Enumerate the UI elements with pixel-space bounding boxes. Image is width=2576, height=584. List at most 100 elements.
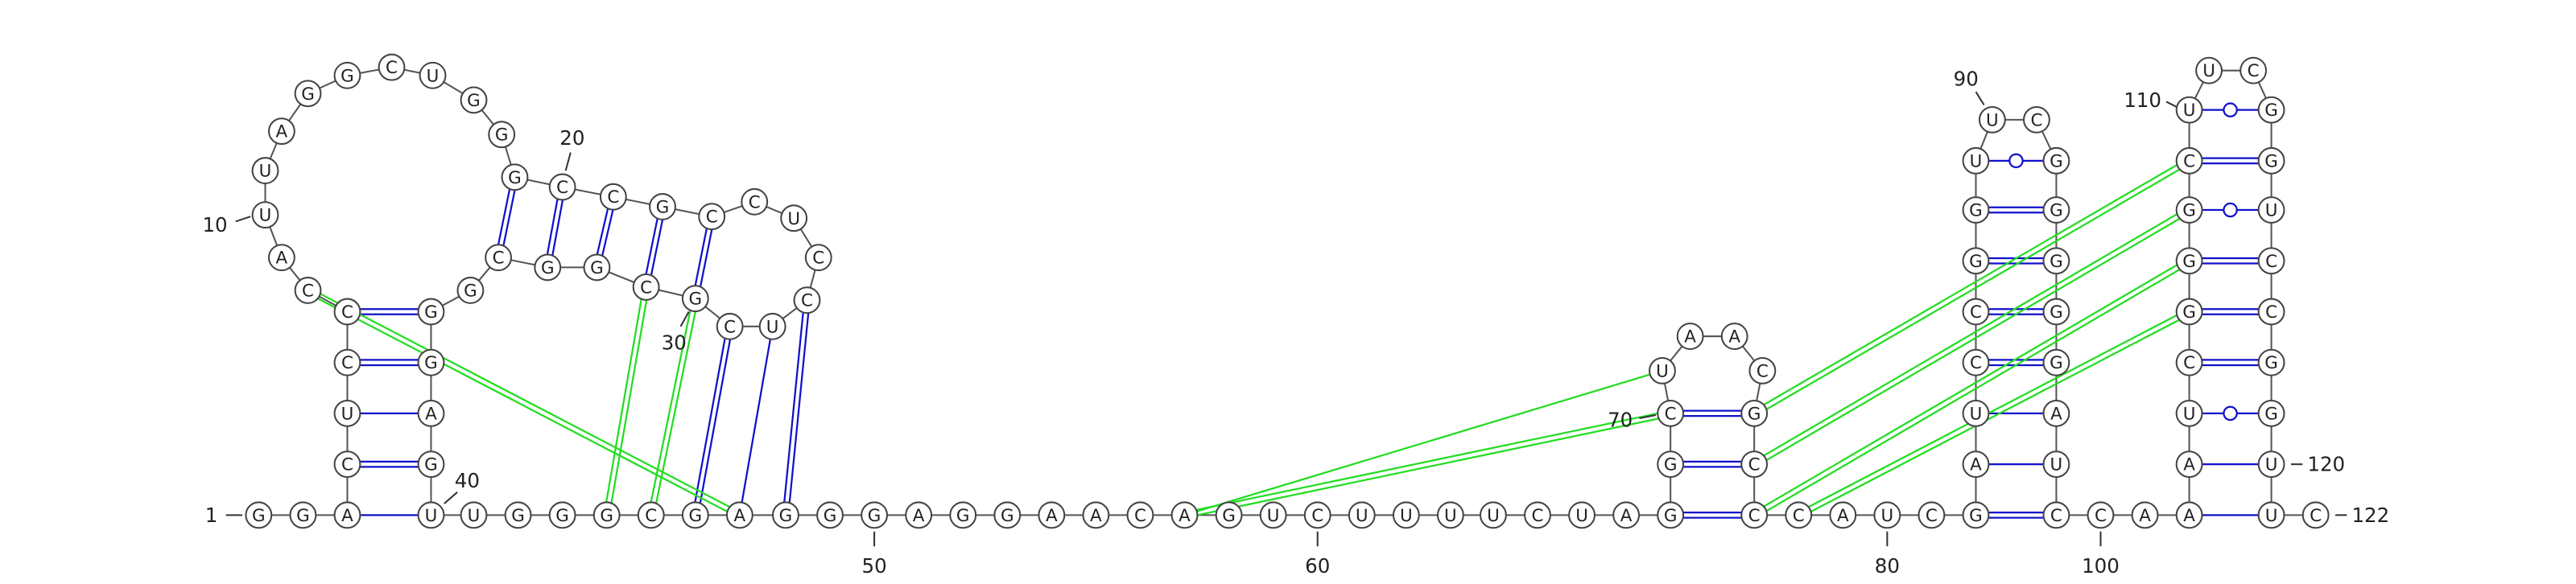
pseudoknot-pair [1752, 207, 2189, 463]
nucleotide-letter: G [1969, 506, 1983, 526]
nucleotide-circle [2301, 501, 2330, 529]
nucleotide-circle [1873, 501, 1901, 529]
nucleotide-circle [949, 501, 977, 529]
nucleotide-letter: U [787, 209, 800, 229]
nucleotide: C [1962, 348, 1990, 376]
nucleotide-circle [1126, 501, 1154, 529]
nucleotide-circle [1657, 501, 1685, 529]
nucleotide: A [1612, 501, 1641, 529]
nucleotide-letter: C [1665, 404, 1677, 424]
position-label: 122 [2351, 504, 2389, 527]
nucleotide-letter: C [645, 506, 657, 526]
nucleotide-circle [294, 277, 322, 304]
nucleotide: G [2042, 348, 2070, 376]
nucleotide: G [2175, 247, 2203, 275]
nucleotide-letter: G [252, 506, 266, 526]
pseudoknot-pair [1797, 308, 2189, 514]
nucleotide-circle [419, 61, 447, 89]
nucleotide-letter: U [1970, 404, 1983, 424]
nucleotide-circle [772, 501, 799, 529]
nucleotide-circle [1962, 348, 1990, 376]
nucleotide-letter: A [341, 506, 353, 526]
nucleotide: G [417, 348, 445, 376]
nucleotide-letter: U [2202, 61, 2215, 81]
nucleotide: G [1657, 501, 1685, 529]
nucleotide-circle [592, 501, 621, 529]
nucleotide: C [793, 286, 821, 315]
nucleotide-circle [1962, 196, 1990, 224]
position-tick [679, 311, 690, 327]
nucleotide-circle [2175, 348, 2203, 376]
nucleotide-letter: G [2182, 201, 2196, 221]
nucleotide-letter: C [1757, 361, 1769, 381]
nucleotide: C [2175, 146, 2203, 175]
nucleotide-circle [2175, 298, 2203, 326]
pseudoknot-pair [1755, 211, 2191, 467]
pseudoknot-pair [306, 291, 739, 519]
nucleotide-letter: C [2248, 61, 2260, 81]
nucleotide: U [2257, 501, 2285, 529]
nucleotide: C [804, 244, 832, 272]
nucleotide: G [294, 80, 322, 108]
nucleotide: U [1978, 105, 2006, 134]
position-label: 10 [202, 213, 227, 236]
nucleotide-circle [251, 157, 279, 185]
nucleotide: A [1082, 501, 1110, 529]
nucleotide-circle [2175, 196, 2203, 224]
nucleotide-circle [2257, 146, 2285, 175]
nucleotide: U [1479, 501, 1507, 529]
nucleotide-letter: G [590, 258, 604, 278]
nucleotide: C [1524, 501, 1551, 529]
nucleotide: G [1962, 501, 1990, 529]
nucleotide-letter: C [2310, 506, 2322, 526]
nucleotide-letter: C [2183, 151, 2195, 171]
nucleotide-letter: A [276, 122, 288, 142]
nucleotide-circle [504, 501, 532, 529]
nucleotide-letter: A [2139, 506, 2151, 526]
nucleotide-letter: G [511, 506, 525, 526]
nucleotide-letter: C [1970, 302, 1982, 323]
nucleotide-circle [1978, 105, 2006, 134]
nucleotide: C [741, 187, 769, 216]
nucleotide-circle [793, 286, 821, 315]
pseudoknot-pair [603, 286, 645, 515]
nucleotide-letter: C [640, 278, 652, 298]
nucleotide: C [2087, 501, 2115, 529]
nucleotide: G [289, 501, 317, 529]
base-pair [500, 177, 518, 259]
nucleotide: G [1962, 247, 1990, 275]
nucleotide: U [1259, 501, 1287, 529]
nucleotide-circle [681, 285, 709, 313]
nucleotide-letter: G [2050, 353, 2063, 373]
nucleotide-circle [267, 244, 295, 272]
nucleotide-letter: A [1970, 455, 1982, 475]
nucleotide-circle [905, 501, 933, 529]
nucleotide-circle [294, 80, 322, 108]
nucleotide-letter: A [734, 506, 746, 526]
nucleotide-letter: G [1969, 201, 1983, 221]
nucleotide: G [2175, 298, 2203, 326]
wobble-pair [2223, 405, 2238, 422]
nucleotide: G [245, 501, 273, 529]
nucleotide-letter: A [2183, 455, 2195, 475]
nucleotide: G [417, 450, 445, 479]
nucleotide-circle [2175, 450, 2203, 479]
nucleotide-letter: U [259, 162, 272, 182]
nucleotide: G [417, 298, 445, 326]
nucleotide-circle [417, 399, 445, 427]
nucleotide: C [1740, 450, 1769, 479]
nucleotide-letter: A [1620, 506, 1633, 526]
nucleotide-letter: U [1575, 506, 1588, 526]
nucleotide: C [294, 277, 322, 304]
nucleotide-letter: C [1926, 506, 1938, 526]
nucleotide-letter: C [302, 281, 314, 301]
nucleotide-circle [1392, 501, 1420, 529]
nucleotide: C [485, 244, 513, 272]
nucleotide-letter: U [1444, 506, 1457, 526]
nucleotide-letter: A [1728, 327, 1740, 348]
nucleotide: C [716, 312, 744, 340]
nucleotide-circle [1649, 356, 1676, 385]
nucleotide-circle [1918, 501, 1946, 529]
nucleotide: G [993, 501, 1022, 529]
nucleotide-circle [534, 253, 562, 282]
